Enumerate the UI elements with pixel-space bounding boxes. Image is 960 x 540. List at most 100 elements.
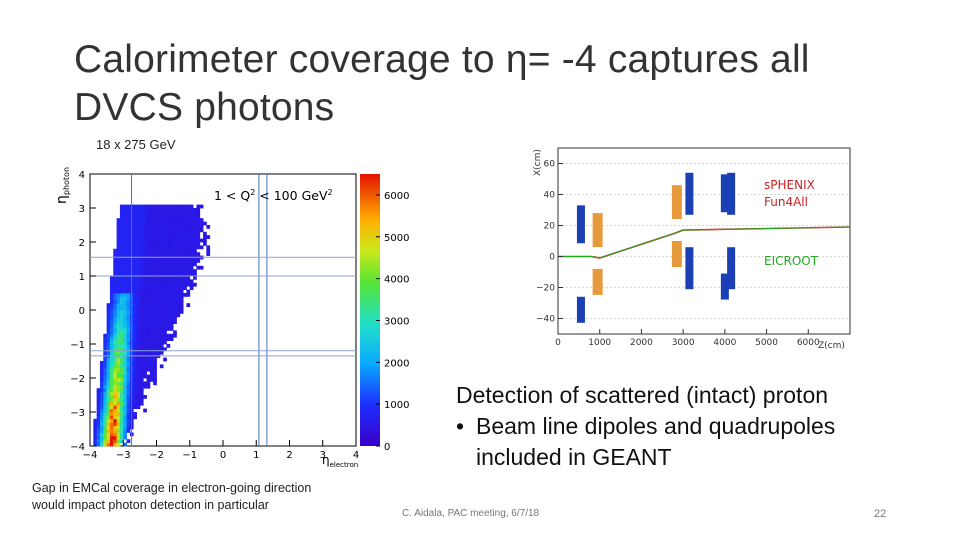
hist-cell xyxy=(176,310,181,314)
hist-cell xyxy=(123,401,127,406)
hist-cell xyxy=(169,289,174,294)
hist-cell xyxy=(163,320,167,324)
hist-cell xyxy=(99,412,104,416)
hist-cell xyxy=(199,228,204,233)
hist-cell xyxy=(163,340,167,345)
hist-cell xyxy=(126,245,131,250)
hist-cell xyxy=(153,293,157,297)
beamline-y-tick-label: 60 xyxy=(544,160,556,170)
hist-cell xyxy=(116,299,121,304)
hist-cell xyxy=(139,306,144,311)
hist-cell xyxy=(99,361,104,365)
hist-cell xyxy=(143,299,147,304)
hist-cell xyxy=(163,204,167,209)
hist-cell xyxy=(149,235,154,239)
hist-cell xyxy=(163,303,167,307)
hist-cell xyxy=(113,384,118,389)
hist-cell xyxy=(123,259,127,263)
hist-cell xyxy=(169,262,174,267)
hist-cell xyxy=(133,252,137,256)
hist-cell xyxy=(126,242,131,246)
hist-cell xyxy=(136,327,141,331)
hist-cell xyxy=(99,439,104,443)
hist-cell xyxy=(119,378,124,382)
hist-cell xyxy=(136,235,141,239)
hist-cell xyxy=(183,276,187,280)
hist-cell xyxy=(153,330,157,335)
quadrupole-magnet xyxy=(685,172,694,215)
hist-cell xyxy=(153,238,157,243)
hist-cell xyxy=(126,320,131,324)
hist-cell xyxy=(126,231,131,236)
hist-cell xyxy=(106,323,111,328)
hist-x-tick-label: 4 xyxy=(353,450,359,461)
hist-cell xyxy=(133,289,137,294)
hist-cell xyxy=(139,265,144,270)
hist-cell xyxy=(126,388,131,392)
hist-cell xyxy=(206,248,211,253)
hist-cell xyxy=(156,242,161,246)
hist-cell xyxy=(106,422,111,426)
hist-cell xyxy=(133,293,137,297)
hist-cell xyxy=(153,299,157,304)
hist-cell xyxy=(113,259,118,263)
quadrupole-magnet xyxy=(576,205,585,244)
hist-cell xyxy=(126,221,131,226)
hist-y-tick-label: −4 xyxy=(70,442,85,453)
hist-cell xyxy=(189,231,194,236)
hist-cell xyxy=(183,221,187,226)
hist-cell xyxy=(193,228,197,233)
hist-cell xyxy=(113,408,118,413)
hist-cell xyxy=(169,320,174,324)
hist-cell xyxy=(169,286,174,290)
hist-cell xyxy=(123,262,127,267)
detection-bullet-text: Beam line dipoles and quadrupoles includ… xyxy=(476,413,836,470)
hist-cell xyxy=(176,211,181,216)
colorbar-tick-label: 3000 xyxy=(384,316,409,327)
hist-cell xyxy=(139,401,144,406)
hist-cell xyxy=(166,235,171,239)
hist-cell xyxy=(116,398,121,403)
hist-cell xyxy=(116,350,121,355)
hist-cell xyxy=(139,371,144,375)
hist-cell xyxy=(109,395,114,399)
hist-cell xyxy=(123,299,127,304)
hist-cell xyxy=(106,313,111,318)
hist-cell xyxy=(159,262,164,267)
hist-cell xyxy=(166,289,171,294)
hist-cell xyxy=(126,262,131,267)
hist-cell xyxy=(143,235,147,239)
hist-cell xyxy=(103,418,108,423)
hist-cell xyxy=(119,313,124,318)
hist-cell xyxy=(126,282,131,287)
hist-cell xyxy=(186,289,191,294)
hist-cell xyxy=(163,282,167,287)
hist-cell xyxy=(143,357,147,362)
hist-cell xyxy=(119,248,124,253)
hist-cell xyxy=(133,272,137,277)
hist-cell xyxy=(156,235,161,239)
hist-cell xyxy=(153,225,157,229)
hist-cell xyxy=(133,238,137,243)
hist-cell xyxy=(163,276,167,280)
hist-cell xyxy=(113,398,118,403)
hist-cell xyxy=(119,296,124,301)
hist-cell xyxy=(133,330,137,335)
hist-cell xyxy=(159,214,164,219)
hist-cell xyxy=(123,316,127,321)
hist-cell xyxy=(113,429,118,433)
hist-cell xyxy=(146,214,151,219)
hist-cell xyxy=(119,320,124,324)
hist-cell xyxy=(143,347,147,352)
hist-cell xyxy=(149,296,154,301)
hist-cell xyxy=(139,231,144,236)
hist-cell xyxy=(123,425,127,430)
hist-cell xyxy=(113,435,118,440)
hist-cell xyxy=(139,242,144,246)
hist-cell xyxy=(153,306,157,311)
hist-cell xyxy=(96,429,101,433)
hist-cell xyxy=(163,293,167,297)
hist-cell xyxy=(173,238,177,243)
colorbar xyxy=(360,174,380,446)
hist-cell xyxy=(146,313,151,318)
